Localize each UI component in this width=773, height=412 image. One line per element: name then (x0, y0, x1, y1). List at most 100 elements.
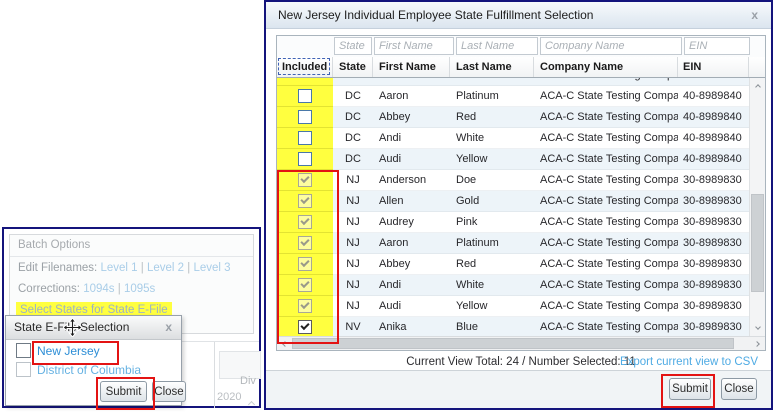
filter-row: State First Name Last Name Company Name … (277, 36, 765, 57)
cell-ein: 30-8989830 (678, 191, 749, 212)
cell-ein: 30-8989830 (678, 317, 749, 336)
cell-state: DC (333, 107, 373, 128)
cell-state: NJ (333, 296, 373, 317)
cell-last-name: Platinum (450, 86, 534, 107)
included-checkbox[interactable] (298, 257, 312, 271)
submit-button[interactable]: Submit (100, 381, 147, 402)
included-checkbox[interactable] (298, 152, 312, 166)
cell-company: ACA-C State Testing Company Y (534, 170, 678, 191)
table-row: NJ Anderson Doe ACA-C State Testing Comp… (277, 170, 750, 191)
state-filter-input[interactable]: State (334, 37, 372, 55)
dialog-titlebar[interactable]: New Jersey Individual Employee State Ful… (266, 2, 771, 29)
cell-ein: 40-8989840 (678, 78, 749, 86)
included-checkbox[interactable] (298, 299, 312, 313)
table-row: DC Aaron Platinum ACA-C State Testing Co… (277, 86, 750, 107)
select-states-for-state-efile-link[interactable]: Select States for State E-File (16, 302, 172, 318)
company-name-filter-input[interactable]: Company Name (540, 37, 682, 55)
scroll-up-icon[interactable] (750, 80, 765, 94)
cell-ein: 30-8989830 (678, 212, 749, 233)
background-scroll-up-icon (247, 394, 256, 412)
background-column-label: Div (240, 375, 256, 387)
cell-last-name: White (450, 128, 534, 149)
first-name-filter-input[interactable]: First Name (374, 37, 454, 55)
cell-company: ACA-C State Testing Company Z (534, 128, 678, 149)
scroll-left-icon[interactable] (278, 337, 292, 350)
cell-first-name: Allen (373, 191, 450, 212)
cell-company: ACA-C State Testing Company Y (534, 254, 678, 275)
dialog-titlebar[interactable]: State E-File Selection x (6, 316, 181, 340)
cell-ein: 40-8989840 (678, 107, 749, 128)
horizontal-scrollbar-thumb[interactable] (292, 338, 734, 349)
close-icon[interactable]: x (165, 320, 172, 334)
new-jersey-label[interactable]: New Jersey (37, 344, 100, 358)
table-row: NJ Abbey Red ACA-C State Testing Company… (277, 254, 750, 275)
close-button[interactable]: Close (152, 381, 186, 402)
level-3-link[interactable]: Level 3 (193, 262, 231, 274)
background-tab (219, 351, 261, 379)
employee-grid: State First Name Last Name Company Name … (276, 35, 766, 351)
column-header-state[interactable]: State (333, 57, 373, 77)
included-checkbox[interactable] (298, 173, 312, 187)
table-row: DC Andi White ACA-C State Testing Compan… (277, 128, 750, 149)
included-checkbox[interactable] (298, 131, 312, 145)
corrections-line: Corrections: 1094s | 1095s (18, 283, 155, 295)
cell-first-name: Aaron (373, 233, 450, 254)
cell-state: DC (333, 128, 373, 149)
separator: | (117, 283, 121, 295)
cell-state: DC (333, 149, 373, 170)
cell-first-name: Aaron (373, 86, 450, 107)
close-icon[interactable]: x (751, 8, 758, 22)
included-checkbox[interactable] (298, 278, 312, 292)
column-header-first-name[interactable]: First Name (373, 57, 450, 77)
corrections-1095s-link[interactable]: 1095s (123, 283, 156, 295)
close-button[interactable]: Close (721, 378, 757, 400)
cell-ein: 40-8989840 (678, 86, 749, 107)
cell-state: NV (333, 317, 373, 336)
scroll-down-icon[interactable] (750, 320, 765, 334)
level-2-link[interactable]: Level 2 (146, 262, 185, 274)
included-checkbox[interactable] (298, 194, 312, 208)
included-checkbox[interactable] (298, 236, 312, 250)
vertical-scrollbar[interactable] (749, 78, 765, 336)
horizontal-scrollbar[interactable] (277, 336, 765, 350)
cell-first-name: Anderson (373, 170, 450, 191)
last-name-filter-input[interactable]: Last Name (456, 37, 538, 55)
table-row: NJ Andi White ACA-C State Testing Compan… (277, 275, 750, 296)
ein-filter-input[interactable]: EIN (684, 37, 750, 55)
submit-button[interactable]: Submit (669, 378, 711, 400)
vertical-scrollbar-thumb[interactable] (751, 194, 764, 293)
district-of-columbia-checkbox (16, 362, 31, 377)
column-header-ein[interactable]: EIN (678, 57, 749, 77)
export-csv-link[interactable]: Export current view to CSV (619, 356, 758, 368)
summary-text: Current View Total: 24 / Number Selected… (406, 356, 636, 368)
cell-last-name: Doe (450, 170, 534, 191)
batch-options-title: Batch Options (18, 239, 91, 251)
move-cursor-icon (62, 317, 83, 342)
scroll-right-icon[interactable] (750, 337, 764, 350)
column-header-last-name[interactable]: Last Name (450, 57, 534, 77)
cell-company: ACA-C State Testing Company Z (534, 149, 678, 170)
column-header-company-name[interactable]: Company Name (534, 57, 678, 77)
corrections-1094s-link[interactable]: 1094s (83, 283, 115, 295)
level-1-link[interactable]: Level 1 (100, 262, 138, 274)
cell-state: NJ (333, 254, 373, 275)
column-header-included[interactable]: Included (277, 57, 333, 77)
cell-ein: 30-8989830 (678, 254, 749, 275)
cell-first-name: Abbey (373, 107, 450, 128)
cell-company: ACA-C State Testing Company Y (534, 212, 678, 233)
cell-state: NJ (333, 212, 373, 233)
cell-first-name: Andi (373, 275, 450, 296)
cell-last-name: White (450, 275, 534, 296)
fulfillment-selection-dialog: New Jersey Individual Employee State Ful… (264, 0, 773, 410)
table-row: NJ Allen Gold ACA-C State Testing Compan… (277, 191, 750, 212)
new-jersey-checkbox[interactable] (16, 343, 31, 358)
cell-last-name: Pink (450, 212, 534, 233)
cell-last-name: Red (450, 254, 534, 275)
cell-company: ACA-C State Testing Company Z (534, 107, 678, 128)
included-checkbox[interactable] (298, 89, 312, 103)
dialog-footer: Submit Close (266, 370, 771, 408)
cell-company: ACA-C State Testing Company Y (534, 275, 678, 296)
included-checkbox[interactable] (298, 110, 312, 124)
included-checkbox[interactable] (298, 215, 312, 229)
included-checkbox[interactable] (298, 320, 312, 334)
